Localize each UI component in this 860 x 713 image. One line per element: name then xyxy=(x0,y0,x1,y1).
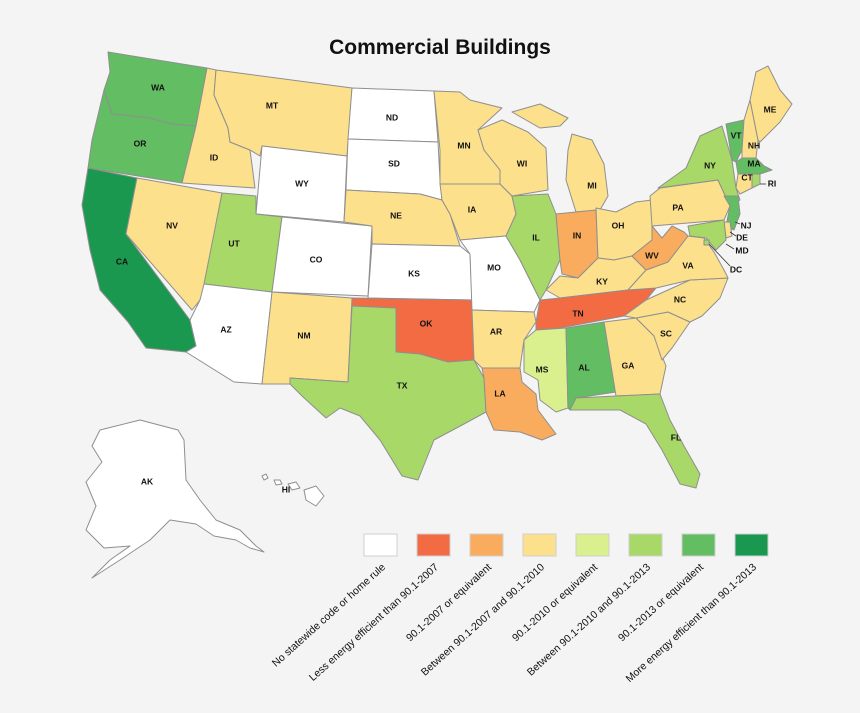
state-label-DC: DC xyxy=(730,264,742,274)
state-label-UT: UT xyxy=(228,238,240,248)
state-label-LA: LA xyxy=(494,388,505,398)
state-HI[interactable] xyxy=(261,473,325,507)
state-label-NV: NV xyxy=(166,220,178,230)
state-label-IN: IN xyxy=(573,230,582,240)
state-labels: WA OR CA ID NV MT WY UT AZ CO NM ND SD N… xyxy=(116,82,777,494)
state-label-MD: MD xyxy=(735,245,748,255)
state-label-HI: HI xyxy=(282,484,291,494)
state-DC[interactable] xyxy=(703,239,710,246)
state-label-TX: TX xyxy=(397,380,408,390)
state-label-RI: RI xyxy=(768,178,777,188)
state-ME[interactable] xyxy=(749,65,793,143)
legend-swatch-eq2010 xyxy=(575,533,610,557)
state-label-WA: WA xyxy=(151,82,165,92)
state-NY[interactable] xyxy=(657,125,741,207)
state-AK[interactable] xyxy=(85,419,265,579)
state-label-WI: WI xyxy=(517,158,527,168)
state-label-NH: NH xyxy=(748,140,760,150)
state-AR[interactable] xyxy=(471,309,537,369)
legend-label-eq2010: 90.1-2010 or equivalent xyxy=(510,561,600,644)
legend-label-none: No statewide code or home rule xyxy=(270,561,388,669)
state-label-KY: KY xyxy=(596,276,608,286)
state-label-NY: NY xyxy=(704,160,716,170)
state-NC[interactable] xyxy=(623,277,729,323)
state-FL[interactable] xyxy=(569,393,701,489)
state-label-AL: AL xyxy=(578,362,589,372)
state-CT[interactable] xyxy=(735,173,753,195)
state-label-DE: DE xyxy=(736,232,748,242)
state-label-MS: MS xyxy=(536,364,549,374)
state-label-IA: IA xyxy=(468,204,477,214)
legend-label-eq2007: 90.1-2007 or equivalent xyxy=(404,561,494,644)
state-label-OK: OK xyxy=(420,318,434,328)
state-label-MA: MA xyxy=(747,158,760,168)
state-label-PA: PA xyxy=(672,202,683,212)
state-label-IL: IL xyxy=(532,232,540,242)
state-KS[interactable] xyxy=(367,243,473,301)
state-MT[interactable] xyxy=(213,69,353,157)
state-label-NC: NC xyxy=(674,294,686,304)
state-label-KS: KS xyxy=(408,268,420,278)
state-label-ND: ND xyxy=(386,112,398,122)
state-label-ID: ID xyxy=(210,152,219,162)
state-RI[interactable] xyxy=(751,173,761,189)
legend-swatch-eq2013 xyxy=(681,533,716,557)
legend-label-eq2013: 90.1-2013 or equivalent xyxy=(616,561,706,644)
state-label-AK: AK xyxy=(141,476,154,486)
state-label-FL: FL xyxy=(671,432,681,442)
state-label-TN: TN xyxy=(572,308,583,318)
state-TX[interactable] xyxy=(289,305,487,481)
state-WI[interactable] xyxy=(477,119,549,197)
legend-swatch-b1013 xyxy=(628,533,663,557)
state-label-MN: MN xyxy=(457,140,470,150)
state-label-NM: NM xyxy=(297,330,310,340)
state-label-GA: GA xyxy=(622,360,635,370)
state-label-ME: ME xyxy=(764,104,777,114)
state-label-WY: WY xyxy=(295,178,309,188)
state-VT[interactable] xyxy=(725,119,745,163)
label-leader-lines xyxy=(708,183,766,267)
legend-swatch-gt2013 xyxy=(734,533,769,557)
state-label-CO: CO xyxy=(310,254,323,264)
state-label-OR: OR xyxy=(134,138,147,148)
state-label-MI: MI xyxy=(587,180,596,190)
state-MD[interactable] xyxy=(687,219,727,251)
state-label-VT: VT xyxy=(731,130,743,140)
state-label-SD: SD xyxy=(388,158,400,168)
state-label-NE: NE xyxy=(390,210,402,220)
state-label-AR: AR xyxy=(490,326,502,336)
state-label-CA: CA xyxy=(116,256,128,266)
state-WV[interactable] xyxy=(631,225,689,271)
legend-swatch-eq2007 xyxy=(469,533,504,557)
legend-swatch-none xyxy=(363,533,398,557)
state-label-MT: MT xyxy=(266,100,279,110)
state-label-CT: CT xyxy=(741,172,753,182)
state-label-WV: WV xyxy=(645,250,659,260)
state-LA[interactable] xyxy=(481,367,557,441)
state-label-VA: VA xyxy=(682,260,693,270)
state-label-OH: OH xyxy=(612,220,625,230)
map-title: Commercial Buildings xyxy=(329,36,551,59)
legend-swatch-b0710 xyxy=(522,533,557,557)
states-layer xyxy=(81,51,793,579)
legend-swatch-lt2007 xyxy=(416,533,451,557)
state-label-NJ: NJ xyxy=(741,220,752,230)
state-label-SC: SC xyxy=(660,328,672,338)
state-label-AZ: AZ xyxy=(220,324,231,334)
state-label-MO: MO xyxy=(487,262,501,272)
